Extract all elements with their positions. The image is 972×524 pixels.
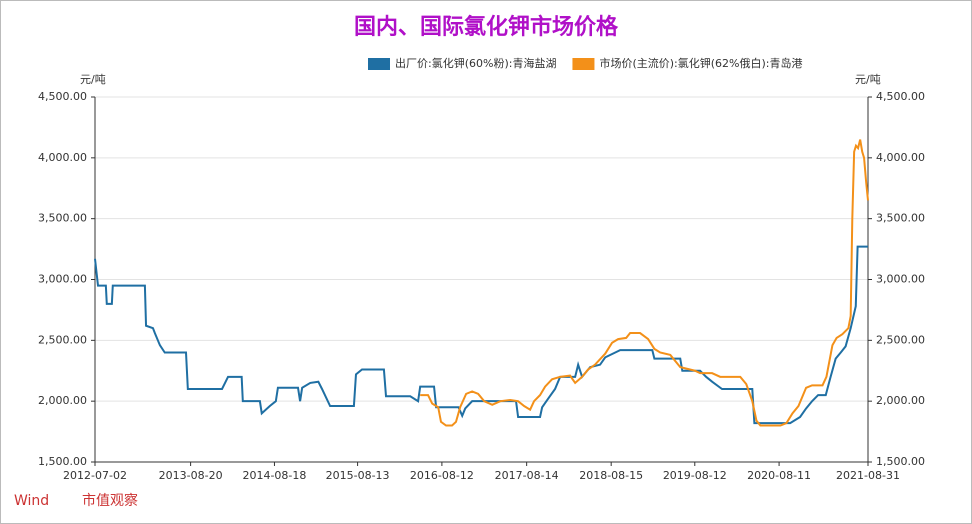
source-note: 市值观察 [82, 492, 138, 509]
x-tick-label: 2012-07-02 [63, 469, 127, 482]
series-line [94, 245, 868, 425]
chart-title: 国内、国际氯化钾市场价格 [354, 14, 619, 40]
x-tick-label: 2015-08-13 [326, 469, 390, 482]
x-tick-label: 2018-08-15 [579, 469, 643, 482]
x-tick-label: 2021-08-31 [836, 469, 900, 482]
y-tick-label: 4,500.00 [38, 90, 87, 103]
y-tick-label: 2,500.00 [38, 333, 87, 346]
x-tick-label: 2019-08-12 [663, 469, 727, 482]
y2-tick-label: 4,000.00 [876, 151, 925, 164]
source: Wind [14, 493, 49, 509]
y-tick-label: 4,000.00 [38, 151, 87, 164]
y2-tick-label: 3,500.00 [876, 212, 925, 225]
series-line [420, 139, 869, 427]
y-tick-label: 3,000.00 [38, 273, 87, 286]
y2-tick-label: 2,500.00 [876, 333, 925, 346]
y-tick-label: 3,500.00 [38, 212, 87, 225]
legend-label: 市场价(主流价):氯化钾(62%俄白):青岛港 [599, 56, 802, 70]
legend-swatch [572, 58, 595, 70]
y-tick-label: 2,000.00 [38, 394, 87, 407]
y2-axis-label: 元/吨 [855, 73, 881, 86]
legend-swatch [368, 58, 390, 70]
y2-tick-label: 3,000.00 [876, 273, 925, 286]
y2-tick-label: 4,500.00 [876, 90, 925, 103]
x-tick-label: 2017-08-14 [495, 469, 559, 482]
x-tick-label: 2013-08-20 [159, 469, 223, 482]
x-tick-label: 2016-08-12 [410, 469, 474, 482]
y-tick-label: 1,500.00 [38, 455, 87, 468]
x-tick-label: 2014-08-18 [242, 469, 306, 482]
legend-label: 出厂价:氯化钾(60%粉):青海盐湖 [395, 56, 556, 70]
y-axis-label: 元/吨 [80, 73, 106, 86]
y2-tick-label: 2,000.00 [876, 394, 925, 407]
y2-tick-label: 1,500.00 [876, 455, 925, 468]
x-tick-label: 2020-08-11 [747, 469, 811, 482]
